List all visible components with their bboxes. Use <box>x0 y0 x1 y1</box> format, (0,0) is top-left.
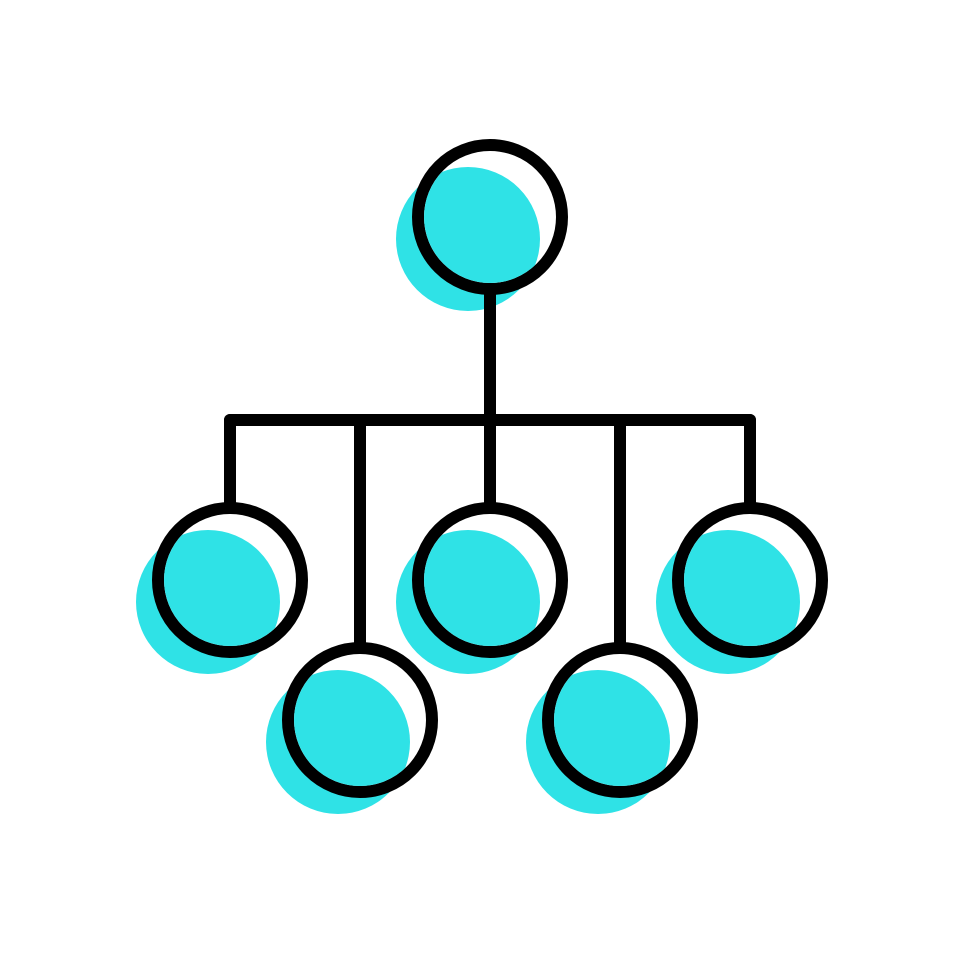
hierarchy-diagram <box>0 0 980 980</box>
